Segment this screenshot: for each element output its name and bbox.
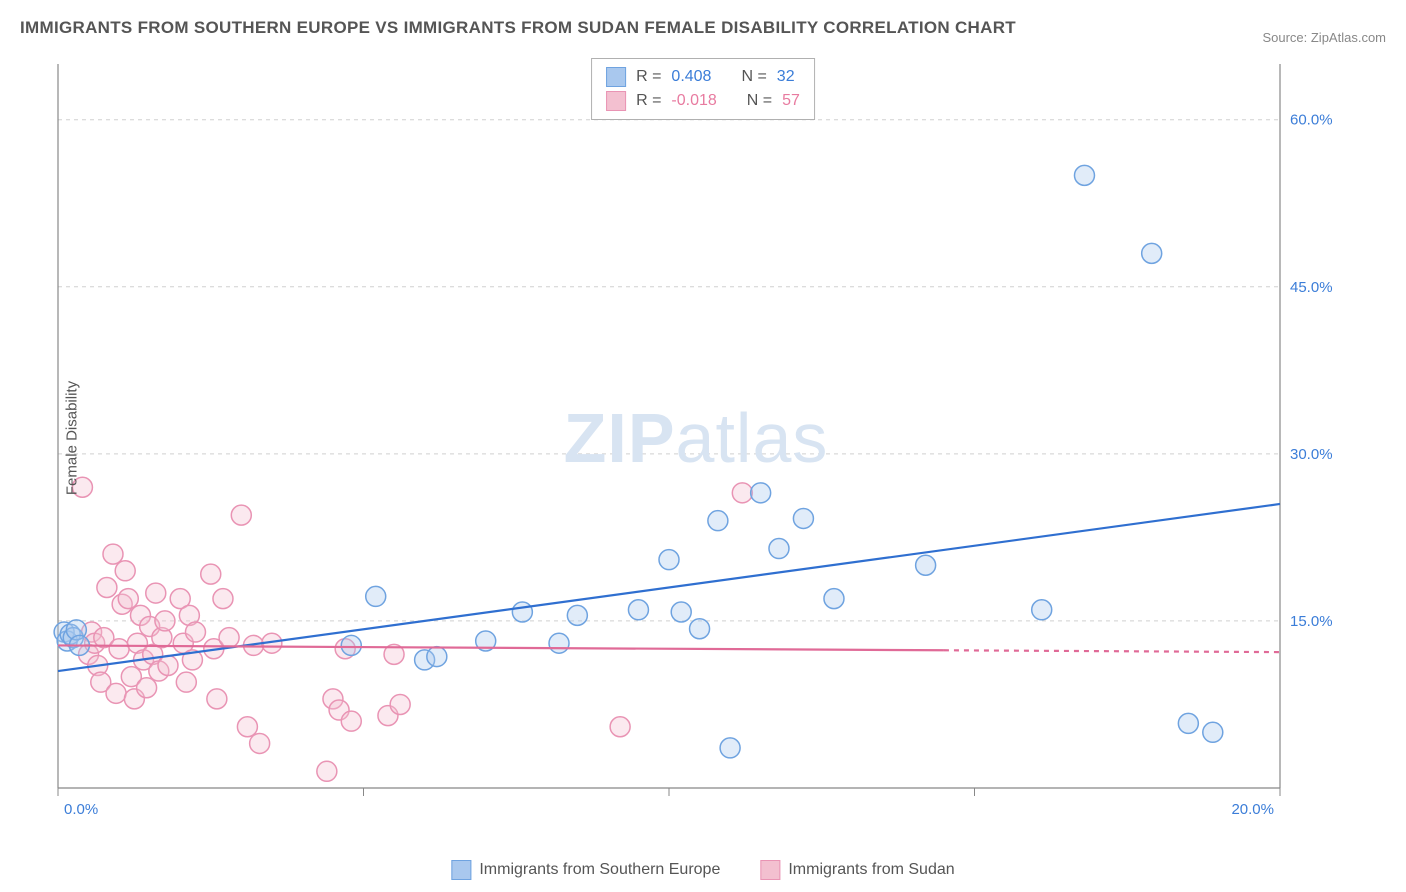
series-legend: Immigrants from Southern Europe Immigran… — [451, 860, 954, 880]
n-value-series-0: 32 — [777, 65, 795, 89]
correlation-row-series-1: R = -0.018 N = 57 — [606, 89, 800, 113]
n-label: N = — [747, 89, 772, 113]
plot-area: Female Disability ZIPatlas 15.0%30.0%45.… — [52, 58, 1340, 818]
legend-item-series-1: Immigrants from Sudan — [760, 860, 954, 880]
legend-label-series-1: Immigrants from Sudan — [788, 861, 954, 879]
svg-text:0.0%: 0.0% — [64, 801, 98, 818]
y-axis-label: Female Disability — [64, 381, 81, 495]
source-label: Source: ZipAtlas.com — [1262, 30, 1386, 45]
chart-svg: 15.0% 30.0% 45.0% 60.0% 0.0% 20.0% — [52, 58, 1340, 818]
svg-text:45.0%: 45.0% — [1290, 279, 1333, 296]
svg-text:20.0%: 20.0% — [1231, 801, 1274, 818]
r-label: R = — [636, 65, 661, 89]
legend-swatch-series-1 — [606, 91, 626, 111]
legend-label-series-0: Immigrants from Southern Europe — [479, 861, 720, 879]
correlation-row-series-0: R = 0.408 N = 32 — [606, 65, 800, 89]
legend-swatch-series-1 — [760, 860, 780, 880]
correlation-legend: R = 0.408 N = 32 R = -0.018 N = 57 — [591, 58, 815, 120]
legend-swatch-series-0 — [606, 67, 626, 87]
legend-swatch-series-0 — [451, 860, 471, 880]
n-label: N = — [741, 65, 766, 89]
svg-text:60.0%: 60.0% — [1290, 112, 1333, 129]
svg-text:30.0%: 30.0% — [1290, 446, 1333, 463]
r-label: R = — [636, 89, 661, 113]
r-value-series-1: -0.018 — [671, 89, 716, 113]
svg-text:15.0%: 15.0% — [1290, 613, 1333, 630]
legend-item-series-0: Immigrants from Southern Europe — [451, 860, 720, 880]
r-value-series-0: 0.408 — [671, 65, 711, 89]
chart-title: IMMIGRANTS FROM SOUTHERN EUROPE VS IMMIG… — [20, 18, 1016, 38]
n-value-series-1: 57 — [782, 89, 800, 113]
